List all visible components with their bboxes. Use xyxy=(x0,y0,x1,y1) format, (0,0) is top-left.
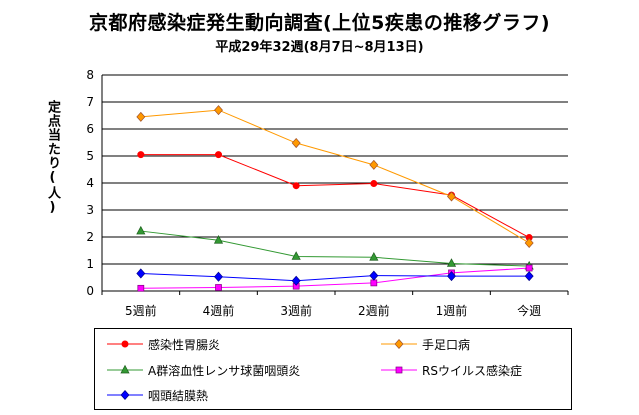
data-point xyxy=(369,252,379,261)
data-point xyxy=(291,138,301,149)
y-tick-label: 8 xyxy=(86,68,94,82)
data-point xyxy=(524,271,534,282)
y-tick-label: 4 xyxy=(86,176,94,190)
data-point xyxy=(136,111,146,122)
data-point xyxy=(137,284,145,292)
legend-label: 感染性胃腸炎 xyxy=(148,337,221,352)
line-chart: 0 1 2 3 4 5 6 7 8 5週前 4週前 3週前 2週前 1週前 今週 xyxy=(86,68,569,318)
data-point xyxy=(292,182,300,190)
y-tick-label: 3 xyxy=(86,203,94,217)
legend-marker xyxy=(120,364,130,374)
data-point xyxy=(370,279,378,287)
y-tick-label: 6 xyxy=(86,122,94,136)
data-point xyxy=(214,105,223,116)
series-4 xyxy=(136,268,534,286)
chart-subtitle: 平成29年32週(8月7日~8月13日) xyxy=(215,40,424,55)
y-axis-label: 定点当たり(人) xyxy=(45,100,60,216)
data-point xyxy=(447,271,456,282)
legend-marker xyxy=(120,389,130,401)
x-tick-label: 4週前 xyxy=(203,303,235,318)
legend-item: A群溶血性レンサ球菌咽頭炎 xyxy=(105,361,300,379)
legend-marker xyxy=(395,366,403,374)
data-point xyxy=(446,258,457,267)
data-point xyxy=(215,284,222,291)
data-point xyxy=(215,151,222,159)
data-point xyxy=(370,180,378,188)
series-0 xyxy=(137,151,533,242)
data-point xyxy=(213,234,224,244)
x-tick-label: 1週前 xyxy=(436,303,468,318)
legend-label: 咽頭結膜熱 xyxy=(148,388,209,403)
legend-item: RSウイルス感染症 xyxy=(379,361,522,379)
data-point xyxy=(447,191,456,202)
data-point xyxy=(291,251,301,260)
y-tick-label: 7 xyxy=(86,95,94,109)
series-line xyxy=(140,267,530,289)
x-tick-label: 3週前 xyxy=(280,303,312,318)
y-tick-label: 2 xyxy=(86,230,94,244)
y-tick-label: 5 xyxy=(86,149,94,163)
data-point xyxy=(214,271,223,282)
series-2 xyxy=(136,225,534,270)
series-line xyxy=(140,109,530,244)
x-tick-label: 今週 xyxy=(517,303,541,318)
data-point xyxy=(524,237,534,248)
data-point xyxy=(369,159,379,170)
legend-item: 感染性胃腸炎 xyxy=(105,335,220,353)
legend-swatch xyxy=(107,340,143,348)
legend-label: RSウイルス感染症 xyxy=(422,363,522,378)
legend-label: A群溶血性レンサ球菌咽頭炎 xyxy=(148,363,301,378)
data-point xyxy=(525,264,533,272)
legend-item: 咽頭結膜熱 xyxy=(105,386,208,404)
x-tick-label: 5週前 xyxy=(125,303,157,318)
y-tick-label: 0 xyxy=(86,284,94,298)
legend-label: 手足口病 xyxy=(422,337,471,352)
y-tick-label: 1 xyxy=(86,257,94,271)
data-point xyxy=(136,225,146,235)
legend-item: 手足口病 xyxy=(379,335,470,353)
series-line xyxy=(140,154,530,238)
chart-title: 京都府感染症発生動向調査(上位5疾患の推移グラフ) xyxy=(88,12,551,34)
legend-marker xyxy=(394,338,404,350)
data-point xyxy=(136,268,146,279)
legend: 感染性胃腸炎 手足口病 A群溶血性レンサ球菌咽頭炎 RSウイルス感染症咽頭結膜熱 xyxy=(94,328,572,410)
legend-swatch xyxy=(107,389,143,401)
data-point xyxy=(291,275,301,286)
legend-marker xyxy=(121,340,129,348)
series-line xyxy=(140,230,530,267)
series-1 xyxy=(136,105,534,248)
legend-swatch xyxy=(381,338,417,350)
data-point xyxy=(137,151,145,159)
series-line xyxy=(140,272,530,282)
legend-swatch xyxy=(107,364,143,374)
x-tick-label: 2週前 xyxy=(358,303,390,318)
legend-swatch xyxy=(381,366,417,374)
data-point xyxy=(369,270,379,281)
